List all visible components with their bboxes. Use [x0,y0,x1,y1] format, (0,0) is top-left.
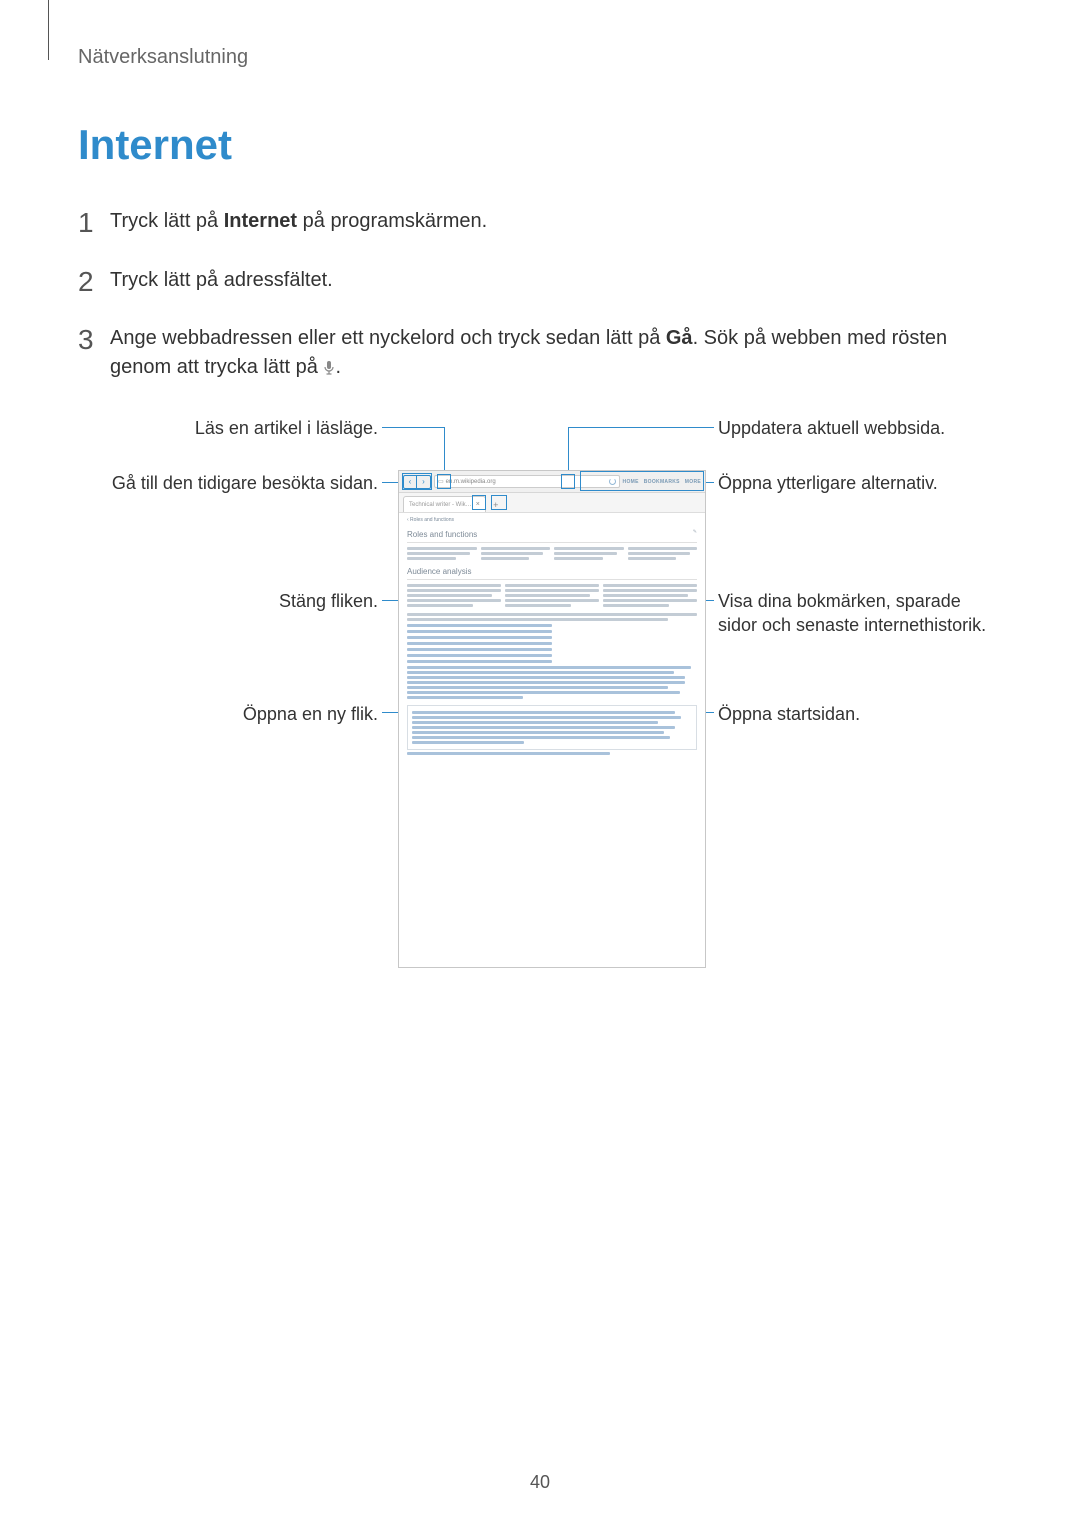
label-homepage: Öppna startsidan. [718,703,978,726]
step-number: 2 [78,262,110,303]
callout-box [407,705,697,750]
browser-tab[interactable]: Technical writer - Wik… × [403,496,486,512]
connector [568,427,569,473]
browser-topbar: ‹ › ▭ en.m.wikipedia.org HOME BOOKMARKS … [399,471,705,493]
label-refresh: Uppdatera aktuell webbsida. [718,417,978,440]
menu-bookmarks[interactable]: BOOKMARKS [644,479,680,485]
label-bookmarks: Visa dina bokmärken, sparade sidor och s… [718,590,998,637]
page-number: 40 [0,1472,1080,1493]
label-read-mode: Läs en artikel i läsläge. [128,417,378,440]
tab-bar: Technical writer - Wik… × + [399,493,705,513]
article-subheading: Audience analysis [407,566,471,578]
address-bar[interactable]: ▭ en.m.wikipedia.org [434,475,620,488]
forward-button[interactable]: › [417,476,430,488]
label-more: Öppna ytterligare alternativ. [718,472,978,495]
back-button[interactable]: ‹ [404,476,417,488]
reload-icon[interactable] [609,478,616,485]
page-content: ‹ Roles and functions Roles and function… [399,513,705,761]
label-new-tab: Öppna en ny flik. [158,703,378,726]
step-text: Ange webbadressen eller ett nyckelord oc… [110,320,1002,382]
step-1: 1 Tryck lätt på Internet på programskärm… [78,203,1002,244]
step-number: 1 [78,203,110,244]
tab-title: Technical writer - Wik… [409,502,472,508]
annotated-diagram: Läs en artikel i läsläge. Gå till den ti… [78,412,1002,992]
content-breadcrumb: ‹ Roles and functions [407,517,697,525]
browser-screenshot: ‹ › ▭ en.m.wikipedia.org HOME BOOKMARKS … [398,470,706,968]
page-icon: ▭ [438,478,444,485]
edit-icon: ✎ [693,529,697,541]
step-text: Tryck lätt på adressfältet. [110,262,1002,295]
margin-rule [48,0,49,60]
connector [568,427,714,428]
step-2: 2 Tryck lätt på adressfältet. [78,262,1002,303]
menu-home[interactable]: HOME [623,479,639,485]
article-heading: Roles and functions [407,529,477,541]
label-close-tab: Stäng fliken. [178,590,378,613]
connector [382,427,444,428]
menu-more[interactable]: MORE [685,479,701,485]
step-3: 3 Ange webbadressen eller ett nyckelord … [78,320,1002,382]
new-tab-button[interactable]: + [490,498,502,512]
page-title: Internet [78,121,1002,169]
close-tab-icon[interactable]: × [476,501,480,508]
url-text: en.m.wikipedia.org [446,479,496,485]
step-text: Tryck lätt på Internet på programskärmen… [110,203,1002,236]
label-back-button: Gå till den tidigare besökta sidan. [98,472,378,495]
connector [444,427,445,472]
steps-list: 1 Tryck lätt på Internet på programskärm… [78,203,1002,382]
step-number: 3 [78,320,110,361]
section-breadcrumb: Nätverksanslutning [78,46,1002,69]
nav-buttons-group: ‹ › [403,475,431,489]
menu-labels: HOME BOOKMARKS MORE [623,479,701,485]
